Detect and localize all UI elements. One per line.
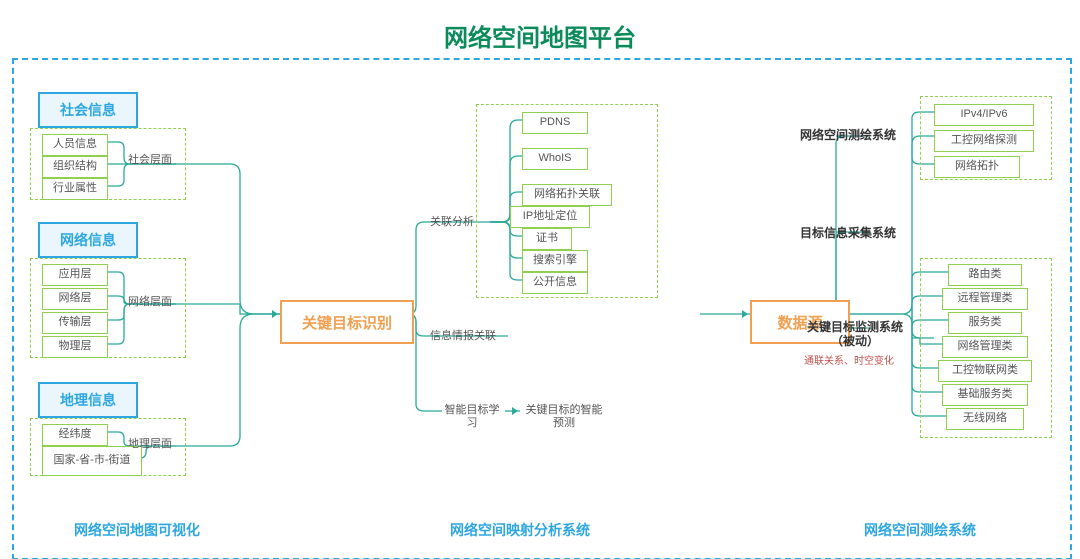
center-label: 信息情报关联 <box>430 330 496 343</box>
center-box: WhoIS <box>522 148 588 170</box>
item-social: 组织结构 <box>42 156 108 178</box>
item-social: 行业属性 <box>42 178 108 200</box>
item-geo: 经纬度 <box>42 424 108 446</box>
center-box: 搜索引擎 <box>522 250 588 272</box>
center-label: 关键目标的智能预测 <box>524 404 604 430</box>
right-box-b: 工控物联网类 <box>938 360 1032 382</box>
mid-label: 社会层面 <box>128 154 172 167</box>
center-box: 网络拓扑关联 <box>522 184 612 206</box>
center-box: PDNS <box>522 112 588 134</box>
hub-key-target: 关键目标识别 <box>280 300 414 344</box>
right-bold: 关键目标监测系统（被动） <box>800 320 910 349</box>
section-social: 社会信息 <box>38 92 138 128</box>
right-box-b: 基础服务类 <box>942 384 1028 406</box>
section-geo: 地理信息 <box>38 382 138 418</box>
item-network: 传输层 <box>42 312 108 334</box>
right-box-a: 工控网络探测 <box>934 130 1034 152</box>
center-box: 证书 <box>522 228 572 250</box>
bottom-label: 网络空间地图可视化 <box>74 520 200 540</box>
right-box-a: IPv4/IPv6 <box>934 104 1034 126</box>
mid-label: 地理层面 <box>128 438 172 451</box>
bottom-label: 网络空间测绘系统 <box>864 520 976 540</box>
item-network: 物理层 <box>42 336 108 358</box>
item-network: 网络层 <box>42 288 108 310</box>
center-label: 智能目标学习 <box>442 404 502 430</box>
diagram-canvas: 网络空间地图平台 社会信息网络信息地理信息 人员信息组织结构行业属性应用层网络层传… <box>0 0 1080 559</box>
right-box-b: 网络管理类 <box>942 336 1028 358</box>
center-box: IP地址定位 <box>510 206 590 228</box>
center-label: 关联分析 <box>430 216 474 229</box>
right-box-b: 服务类 <box>948 312 1022 334</box>
center-box: 公开信息 <box>522 272 588 294</box>
page-title: 网络空间地图平台 <box>0 18 1080 53</box>
bottom-label: 网络空间映射分析系统 <box>450 520 590 540</box>
right-box-b: 路由类 <box>948 264 1022 286</box>
right-box-a: 网络拓扑 <box>934 156 1020 178</box>
item-social: 人员信息 <box>42 134 108 156</box>
right-bold: 网络空间测绘系统 <box>800 128 896 142</box>
right-note: 通联关系、时空变化 <box>804 352 894 367</box>
item-network: 应用层 <box>42 264 108 286</box>
right-bold: 目标信息采集系统 <box>800 226 896 240</box>
mid-label: 网络层面 <box>128 296 172 309</box>
item-geo: 国家-省-市-街道 <box>42 446 142 476</box>
right-box-b: 无线网络 <box>946 408 1024 430</box>
section-network: 网络信息 <box>38 222 138 258</box>
right-box-b: 远程管理类 <box>942 288 1028 310</box>
